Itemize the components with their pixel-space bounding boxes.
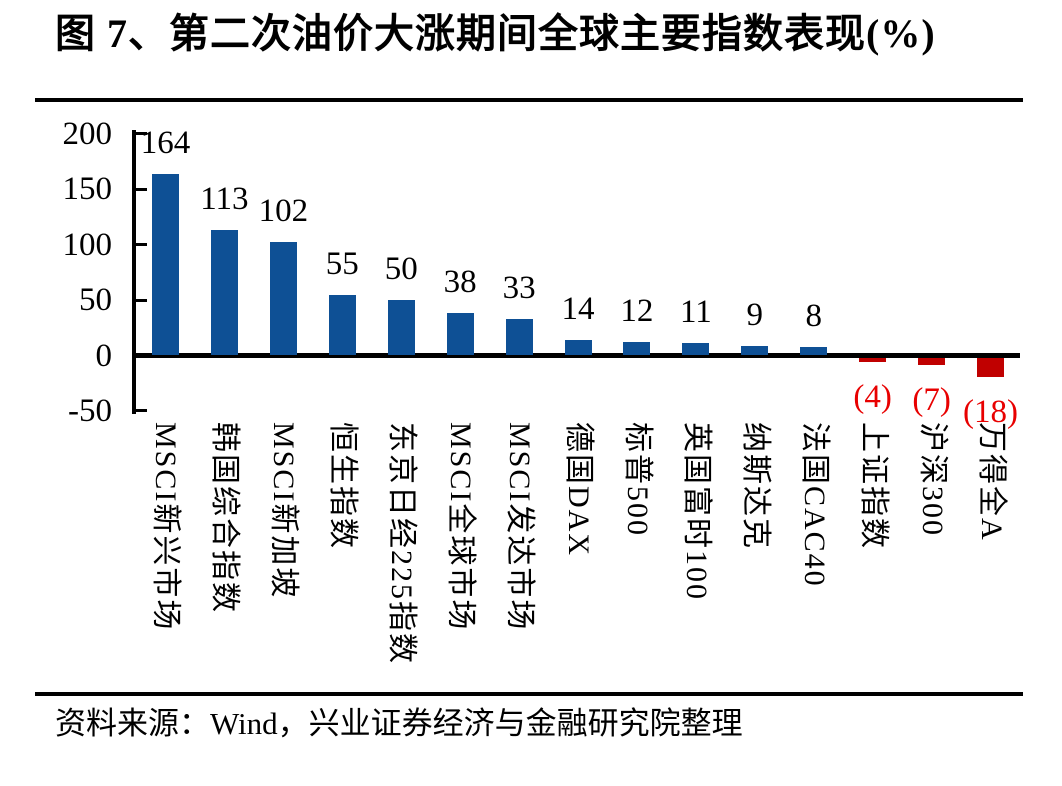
bar-value-label: 12 — [620, 293, 654, 330]
y-axis-tick-label: 150 — [62, 171, 113, 208]
bar-value-label: 55 — [325, 245, 359, 282]
bar — [269, 242, 297, 356]
bar — [151, 173, 179, 356]
top-rule — [35, 98, 1023, 102]
bar — [623, 342, 651, 356]
bar-value-label: 50 — [384, 251, 418, 288]
category-label: 韩国综合指数 — [208, 422, 242, 614]
bar-value-label: 9 — [746, 296, 764, 333]
category-label: MSCI新兴市场 — [149, 422, 183, 632]
y-axis-tick-label: 200 — [62, 115, 113, 152]
y-axis-tick — [135, 187, 147, 191]
bar — [859, 357, 887, 362]
bar — [800, 346, 828, 356]
bar — [564, 339, 592, 356]
category-label: 东京日经225指数 — [385, 422, 419, 665]
bar-chart: 200 150 100 50 0 -50 164 MSCI新兴市场 113 韩国综合指数 102 MS… — [62, 115, 1020, 665]
y-axis-tick-label: 50 — [79, 282, 112, 319]
category-label: 法国CAC40 — [797, 422, 831, 588]
bar — [682, 343, 710, 356]
bar — [446, 313, 474, 356]
y-axis-tick — [135, 298, 147, 302]
x-axis-line — [132, 353, 1020, 358]
bar — [918, 357, 946, 366]
y-axis-tick-label: -50 — [68, 392, 112, 429]
category-label: MSCI全球市场 — [444, 422, 478, 632]
bar — [387, 300, 415, 356]
y-axis-tick — [135, 409, 147, 413]
bar — [741, 345, 769, 356]
category-label: 英国富时100 — [679, 422, 713, 601]
bar-value-label: 38 — [443, 264, 477, 301]
y-axis-tick — [135, 243, 147, 247]
bar-value-label: (18) — [963, 394, 1019, 431]
bar-value-label: 113 — [200, 181, 249, 218]
bar — [210, 230, 238, 356]
category-label: 标普500 — [620, 422, 654, 537]
bar — [977, 357, 1005, 378]
bar-value-label: (7) — [912, 382, 951, 419]
bar-value-label: 14 — [561, 290, 595, 327]
bar-value-label: 164 — [140, 124, 191, 161]
category-label: MSCI发达市场 — [503, 422, 537, 632]
category-label: MSCI新加坡 — [267, 422, 301, 600]
bar-value-label: 102 — [258, 193, 309, 230]
bar-value-label: 33 — [502, 269, 536, 306]
bar-value-label: 11 — [679, 294, 712, 331]
category-label: 上证指数 — [856, 422, 890, 550]
bar — [505, 318, 533, 356]
category-label: 沪深300 — [915, 422, 949, 537]
bar-value-label: 8 — [805, 297, 822, 334]
y-axis-tick — [135, 132, 147, 136]
category-label: 德国DAX — [562, 422, 595, 557]
bar-value-label: (4) — [853, 378, 892, 415]
figure-title: 图 7、第二次油价大涨期间全球主要指数表现(%) — [55, 11, 936, 56]
y-axis-tick-label: 100 — [62, 226, 113, 263]
y-axis-line — [132, 130, 136, 414]
bottom-rule — [35, 692, 1023, 696]
category-label: 万得全A — [974, 422, 1008, 542]
bar — [328, 294, 356, 356]
source-note: 资料来源：Wind，兴业证券经济与金融研究院整理 — [55, 706, 743, 741]
category-label: 恒生指数 — [326, 422, 360, 550]
category-label: 纳斯达克 — [738, 422, 772, 550]
y-axis-tick-label: 0 — [95, 337, 113, 374]
